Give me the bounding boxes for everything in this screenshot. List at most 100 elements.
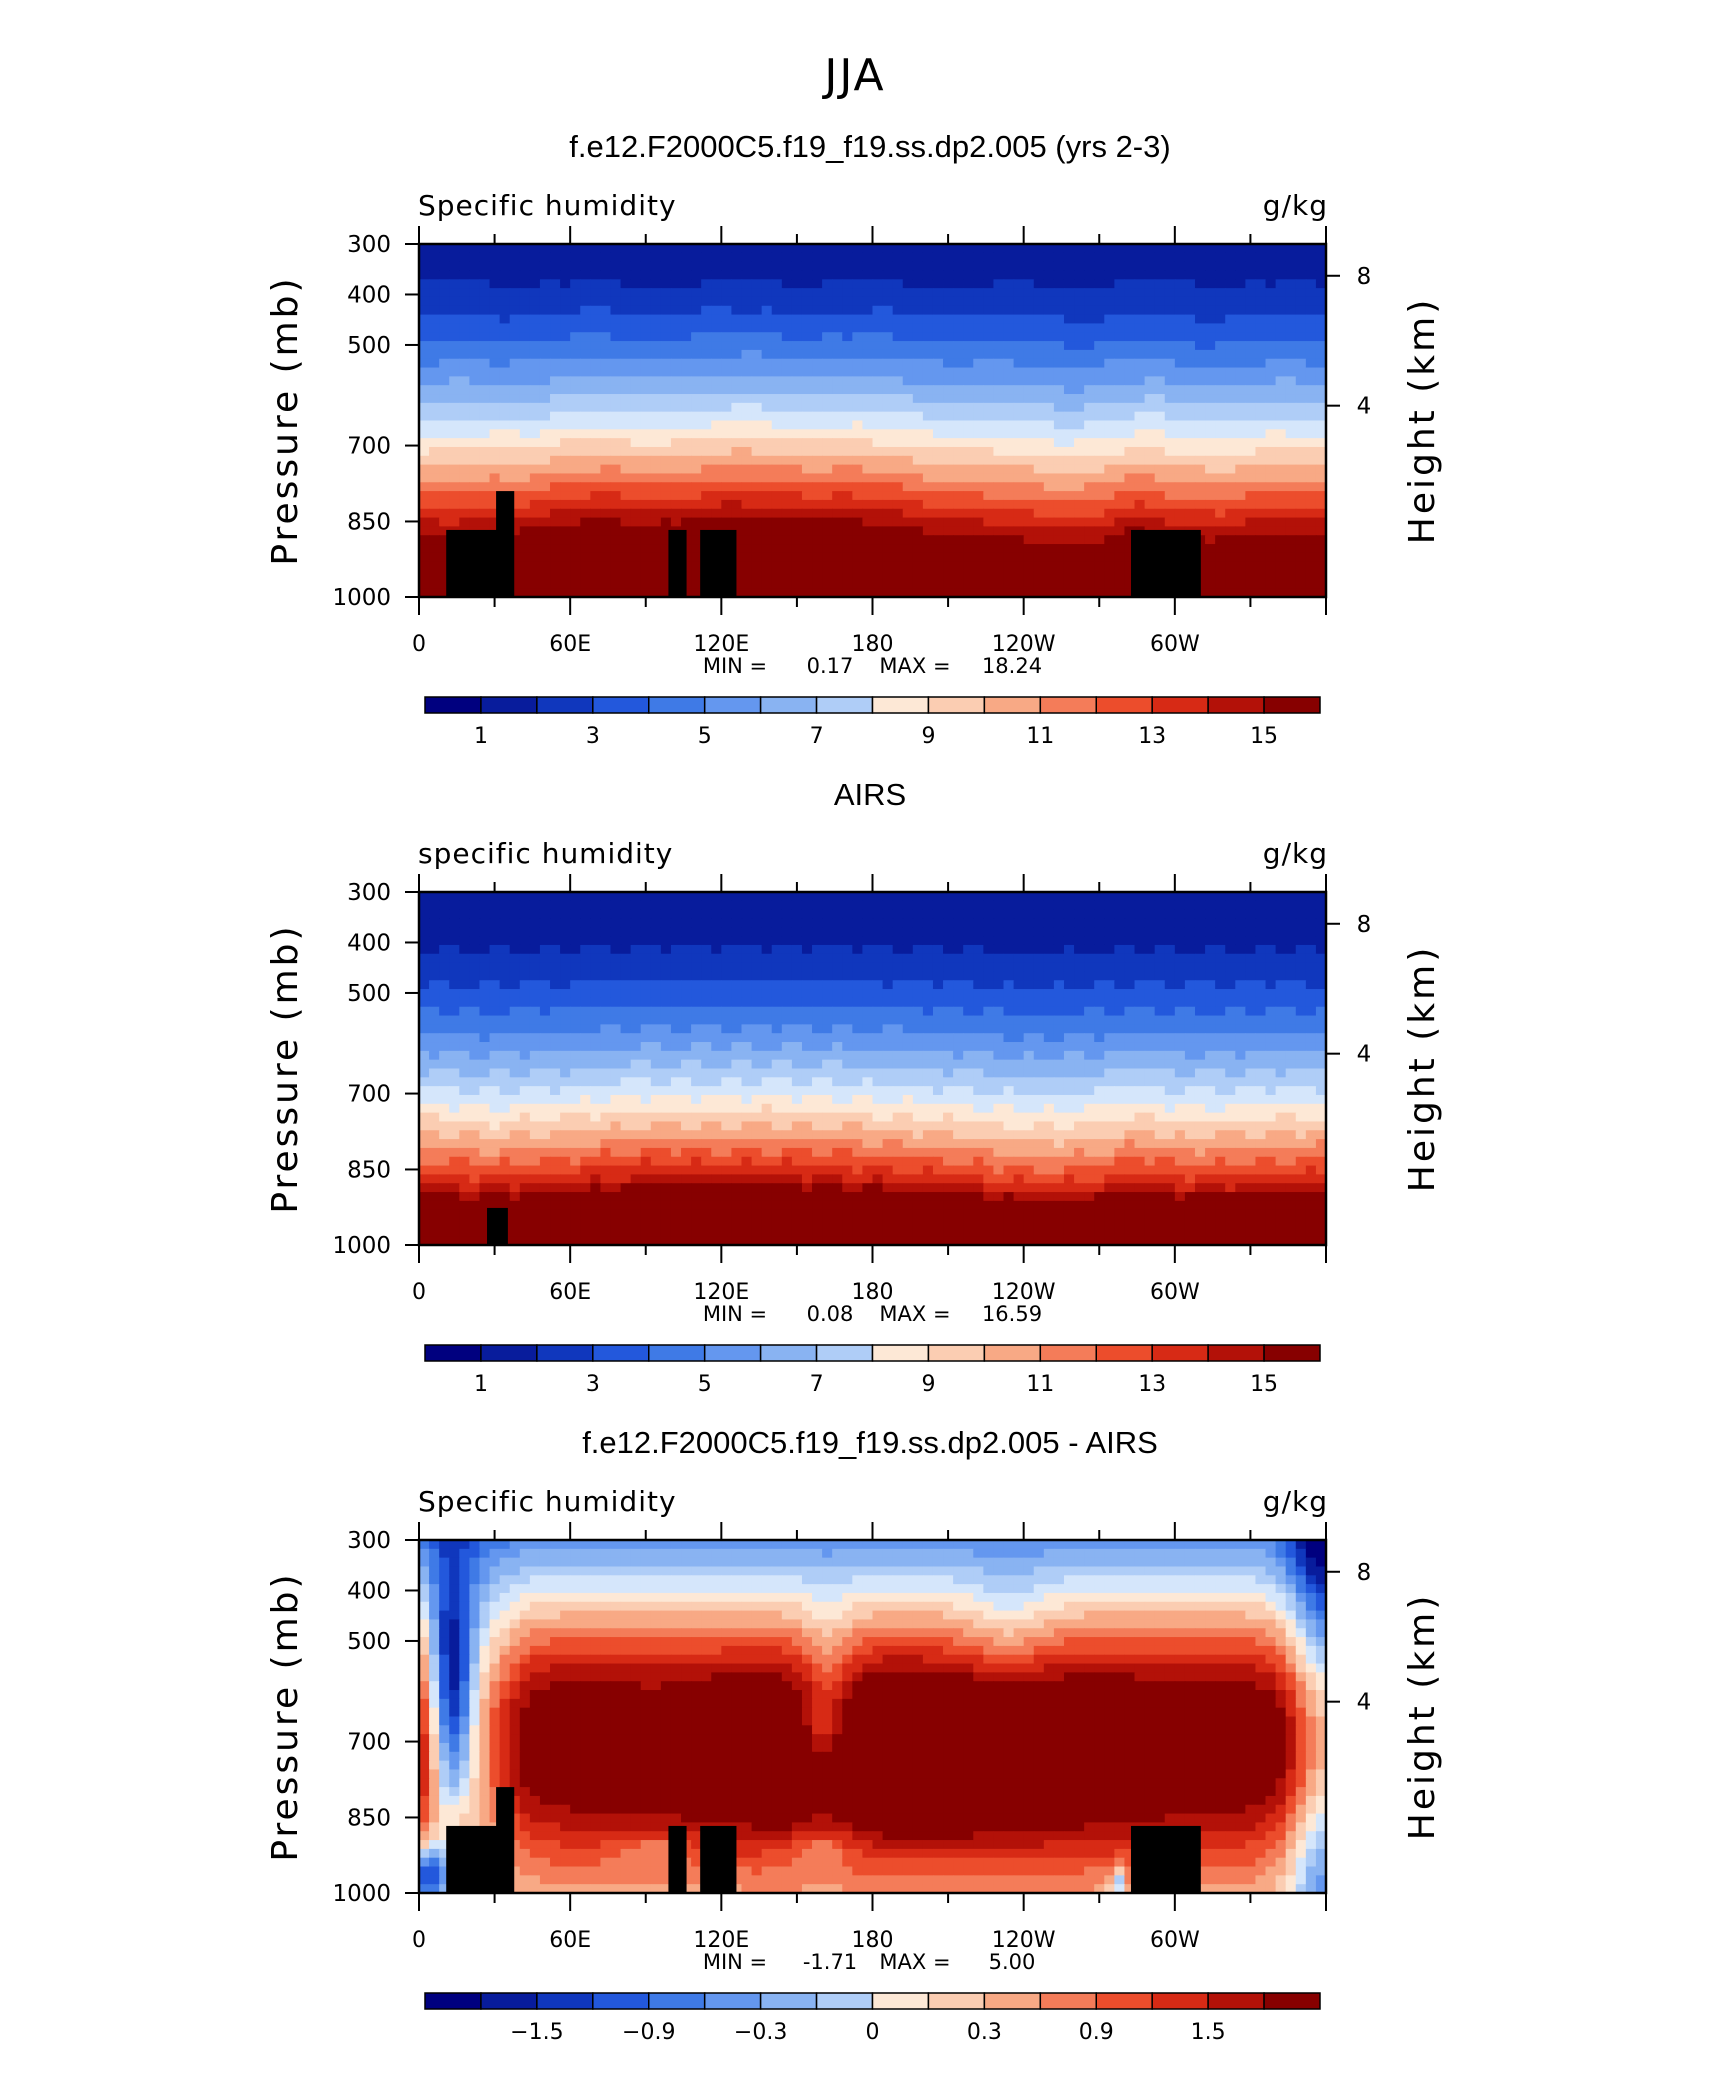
heatmap-cell — [812, 350, 823, 359]
heatmap-cell — [812, 918, 823, 927]
heatmap-cell — [671, 385, 682, 394]
heatmap-cell — [651, 936, 662, 945]
heatmap-cell — [842, 315, 853, 324]
heatmap-cell — [500, 359, 511, 368]
heatmap-cell — [681, 491, 692, 500]
heatmap-cell — [1004, 998, 1015, 1007]
heatmap-cell — [641, 306, 652, 315]
heatmap-cell — [560, 936, 571, 945]
heatmap-cell — [1034, 989, 1045, 998]
heatmap-cell — [621, 288, 632, 297]
heatmap-cell — [1064, 332, 1075, 341]
heatmap-cell — [1296, 279, 1307, 288]
heatmap-cell — [1235, 579, 1246, 588]
heatmap-cell — [963, 892, 974, 901]
heatmap-cell — [923, 323, 934, 332]
heatmap-cell — [1155, 279, 1166, 288]
heatmap-cell — [671, 971, 682, 980]
heatmap-cell — [1064, 963, 1075, 972]
heatmap-cell — [631, 963, 642, 972]
heatmap-cell — [842, 1016, 853, 1025]
heatmap-cell — [631, 262, 642, 271]
heatmap-cell — [1296, 456, 1307, 465]
heatmap-cell — [993, 963, 1004, 972]
heatmap-cell — [1165, 332, 1176, 341]
heatmap-cell — [1024, 945, 1035, 954]
heatmap-cell — [963, 323, 974, 332]
heatmap-cell — [1084, 989, 1095, 998]
heatmap-cell — [490, 963, 501, 972]
heatmap-cell — [913, 447, 924, 456]
heatmap-cell — [651, 562, 662, 571]
heatmap-cell — [973, 980, 984, 989]
heatmap-cell — [762, 473, 773, 482]
heatmap-cell — [731, 465, 742, 474]
heatmap-cell — [711, 421, 722, 430]
heatmap-cell — [1084, 535, 1095, 544]
heatmap-cell — [842, 518, 853, 527]
heatmap-cell — [500, 1016, 511, 1025]
heatmap-cell — [943, 456, 954, 465]
heatmap-cell — [631, 526, 642, 535]
heatmap-cell — [1155, 465, 1166, 474]
heatmap-cell — [449, 1007, 460, 1016]
heatmap-cell — [812, 447, 823, 456]
heatmap-cell — [429, 562, 440, 571]
heatmap-cell — [439, 971, 450, 980]
max-label: MAX = — [879, 654, 950, 678]
heatmap-cell — [621, 954, 632, 963]
heatmap-cell — [731, 473, 742, 482]
heatmap-cell — [621, 421, 632, 430]
heatmap-cell — [1145, 421, 1156, 430]
heatmap-cell — [419, 936, 430, 945]
heatmap-cell — [762, 998, 773, 1007]
heatmap-cell — [1296, 385, 1307, 394]
heatmap-cell — [852, 262, 863, 271]
heatmap-cell — [429, 571, 440, 580]
heatmap-cell — [439, 989, 450, 998]
heatmap-cell — [782, 535, 793, 544]
heatmap-cell — [1235, 306, 1246, 315]
heatmap-cell — [540, 306, 551, 315]
heatmap-cell — [590, 288, 601, 297]
heatmap-cell — [973, 936, 984, 945]
heatmap-cell — [1306, 980, 1317, 989]
heatmap-cell — [913, 927, 924, 936]
heatmap-cell — [691, 1007, 702, 1016]
heatmap-cell — [570, 562, 581, 571]
heatmap-cell — [741, 579, 752, 588]
heatmap-cell — [762, 491, 773, 500]
heatmap-cell — [651, 954, 662, 963]
heatmap-cell — [903, 297, 914, 306]
heatmap-cell — [1215, 1007, 1226, 1016]
heatmap-cell — [741, 500, 752, 509]
heatmap-cell — [419, 306, 430, 315]
heatmap-cell — [510, 954, 521, 963]
colorbar-label: 3 — [586, 724, 600, 749]
heatmap-cell — [1084, 892, 1095, 901]
heatmap-cell — [1245, 385, 1256, 394]
heatmap-cell — [500, 1007, 511, 1016]
heatmap-cell — [993, 403, 1004, 412]
heatmap-cell — [802, 306, 813, 315]
heatmap-cell — [671, 421, 682, 430]
heatmap-cell — [610, 465, 621, 474]
heatmap-cell — [711, 376, 722, 385]
heatmap-cell — [903, 447, 914, 456]
heatmap-cell — [1054, 315, 1065, 324]
heatmap-cell — [883, 918, 894, 927]
heatmap-cell — [1306, 910, 1317, 919]
heatmap-cell — [762, 918, 773, 927]
heatmap-cell — [963, 465, 974, 474]
heatmap-cell — [560, 535, 571, 544]
heatmap-cell — [1205, 332, 1216, 341]
heatmap-cell — [1296, 509, 1307, 518]
heatmap-cell — [439, 918, 450, 927]
heatmap-cell — [1004, 262, 1015, 271]
heatmap-cell — [520, 412, 531, 421]
heatmap-cell — [752, 350, 763, 359]
heatmap-cell — [842, 456, 853, 465]
heatmap-cell — [1255, 412, 1266, 421]
heatmap-cell — [1064, 980, 1075, 989]
heatmap-cell — [741, 368, 752, 377]
